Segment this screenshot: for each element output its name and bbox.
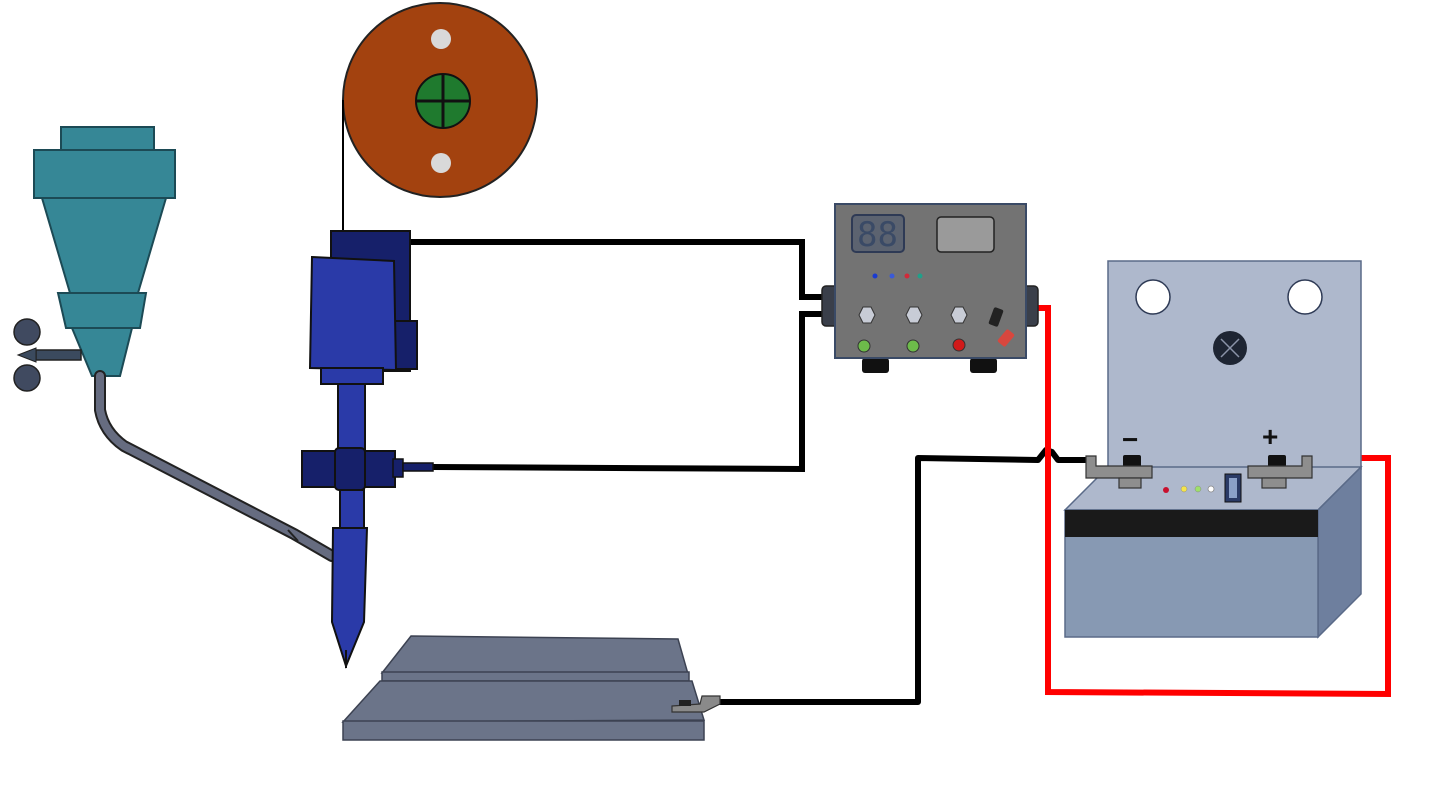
battery-led: [1163, 487, 1169, 493]
supply-led: [917, 273, 923, 279]
supply-button: [906, 339, 920, 353]
battery-led: [1194, 485, 1202, 493]
wire-torch-top-to-supply: [410, 239, 828, 300]
hopper-neck: [70, 327, 134, 377]
battery-led: [1207, 485, 1215, 493]
torch-collar: [320, 367, 384, 385]
torch-motor-front: [308, 255, 398, 372]
torch-clamp-connector: [392, 458, 404, 478]
battery-icon: − +: [1063, 260, 1363, 639]
plate-mid: [381, 671, 690, 682]
wire-supply-to-battery-red: [1030, 305, 1391, 698]
hopper-cap: [60, 126, 155, 151]
hopper-valve-icon: [13, 318, 82, 392]
supply-segment-display: [851, 214, 905, 253]
hopper-cone: [40, 197, 168, 294]
power-supply-icon: 88: [821, 203, 1039, 373]
plate-top: [380, 635, 689, 675]
powder-feed-tube: [94, 370, 338, 562]
hopper-band: [56, 292, 148, 329]
battery-negative-label: −: [1122, 424, 1138, 455]
wire-spool-icon: [342, 2, 538, 232]
supply-foot-right: [970, 358, 997, 373]
supply-foot-left: [862, 358, 889, 373]
battery-led: [1180, 485, 1188, 493]
supply-display-digits: 88: [857, 215, 898, 255]
battery-indicator-icon: [1224, 473, 1242, 503]
battery-panel-hole-right: [1287, 279, 1323, 315]
supply-knob: [858, 306, 876, 324]
supply-toggle-switch: [997, 329, 1015, 347]
powder-hopper-icon: [13, 126, 176, 392]
workpiece-plate-icon: [341, 635, 721, 741]
spool-hole-bottom: [431, 153, 451, 173]
spool-hole-top: [431, 29, 451, 49]
battery-positive-label: +: [1262, 421, 1278, 452]
torch-side-box: [393, 320, 418, 370]
plate-base: [341, 680, 706, 723]
wire-torch-clamp-to-supply: [431, 311, 828, 473]
supply-led: [872, 273, 878, 279]
supply-toggle-switch: [988, 307, 1004, 327]
supply-button: [952, 338, 966, 352]
battery-positive-terminal: [1247, 455, 1313, 489]
torch-nozzle: [330, 527, 369, 669]
supply-button: [857, 339, 871, 353]
supply-led: [904, 273, 910, 279]
battery-panel-screw-icon: [1213, 331, 1247, 365]
ground-clamp-icon: [671, 695, 721, 713]
torch-shaft: [337, 383, 366, 455]
wire-workpiece-to-battery-negative: [718, 447, 1090, 705]
deposition-torch-icon: [301, 230, 434, 669]
supply-screen: [936, 216, 995, 253]
supply-knob: [950, 306, 968, 324]
battery-label-band: [1065, 510, 1318, 537]
battery-negative-terminal: [1085, 455, 1153, 489]
supply-knob: [905, 306, 923, 324]
hopper-top: [33, 149, 176, 199]
battery-panel-hole-left: [1135, 279, 1171, 315]
supply-led: [889, 273, 895, 279]
